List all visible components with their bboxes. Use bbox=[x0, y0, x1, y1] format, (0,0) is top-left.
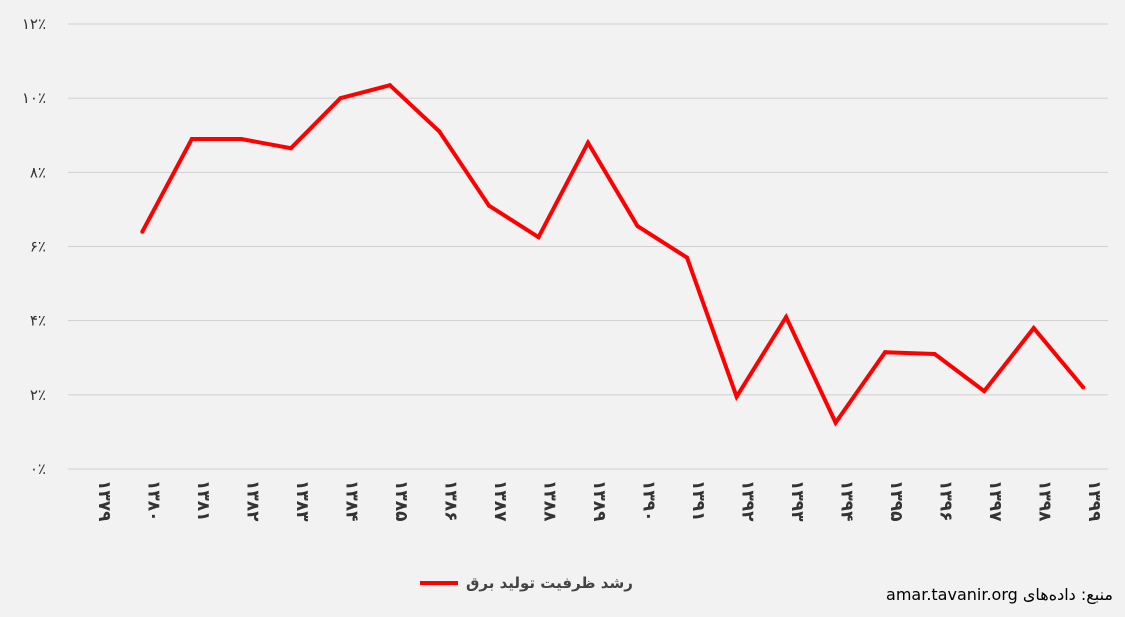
legend-swatch bbox=[420, 581, 458, 585]
x-tick-label: ۱۳۹۰ bbox=[639, 480, 659, 522]
data-point bbox=[487, 203, 491, 208]
x-tick-label: ۱۳۸۰ bbox=[143, 480, 163, 522]
y-tick-label: ۲٪ bbox=[30, 386, 46, 404]
x-tick-label: ۱۳۹۱ bbox=[688, 480, 708, 522]
data-point bbox=[833, 420, 838, 425]
data-point bbox=[1081, 385, 1086, 390]
y-axis-ticks: ۰٪ ۲٪ ۴٪ ۶٪ ۸٪ ۱۰٪ ۱۲٪ bbox=[22, 15, 46, 478]
x-tick-label: ۱۳۹۳ bbox=[787, 480, 807, 522]
x-tick-label: ۱۳۸۶ bbox=[440, 480, 460, 522]
data-point bbox=[140, 229, 145, 234]
data-point bbox=[586, 140, 590, 145]
x-tick-label: ۱۳۹۸ bbox=[1035, 480, 1055, 522]
y-tick-label: ۱۰٪ bbox=[22, 89, 46, 107]
x-tick-label: ۱۳۸۳ bbox=[292, 480, 312, 522]
x-tick-label: ۱۳۹۹ bbox=[1084, 480, 1104, 522]
x-tick-label: ۱۳۸۷ bbox=[490, 480, 510, 522]
data-point bbox=[685, 255, 689, 260]
x-tick-label: ۱۳۹۵ bbox=[886, 480, 906, 522]
x-tick-label: ۱۳۸۸ bbox=[539, 480, 559, 522]
data-point bbox=[288, 146, 293, 151]
x-tick-label: ۱۳۷۹ bbox=[94, 480, 114, 522]
x-tick-label: ۱۳۸۵ bbox=[391, 480, 411, 522]
series-group bbox=[140, 82, 1086, 427]
gridlines bbox=[68, 23, 1108, 470]
x-tick-label: ۱۳۸۴ bbox=[341, 480, 361, 522]
legend: رشد ظرفیت تولید برق bbox=[420, 574, 633, 592]
data-point bbox=[437, 129, 442, 134]
data-point bbox=[536, 235, 541, 240]
x-tick-label: ۱۳۹۶ bbox=[936, 480, 956, 522]
x-axis-ticks: ۱۳۷۹ ۱۳۸۰ ۱۳۸۱ ۱۳۸۲ ۱۳۸۳ ۱۳۸۴ ۱۳۸۵ ۱۳۸۶ ۱۳۸۷ ۱۳۸۸… bbox=[94, 480, 1104, 522]
x-tick-label: ۱۳۸۱ bbox=[193, 480, 213, 522]
y-tick-label: ۰٪ bbox=[30, 460, 46, 478]
data-point bbox=[883, 350, 888, 355]
data-point bbox=[635, 224, 640, 229]
data-point bbox=[982, 389, 987, 394]
legend-label: رشد ظرفیت تولید برق bbox=[466, 574, 633, 592]
y-tick-label: ۴٪ bbox=[30, 312, 46, 330]
data-point bbox=[239, 137, 244, 141]
y-tick-label: ۱۲٪ bbox=[22, 15, 46, 33]
data-point bbox=[338, 96, 343, 101]
x-tick-label: ۱۳۸۲ bbox=[242, 480, 262, 522]
data-point bbox=[932, 352, 937, 356]
data-point bbox=[784, 315, 789, 319]
series-line bbox=[140, 82, 1085, 427]
x-tick-label: ۱۳۹۲ bbox=[738, 480, 758, 522]
data-point bbox=[1031, 326, 1036, 331]
x-tick-label: ۱۳۹۴ bbox=[837, 480, 857, 522]
x-tick-label: ۱۳۹۷ bbox=[985, 480, 1005, 522]
source-note: منبع: داده‌های amar.tavanir.org bbox=[886, 585, 1113, 604]
x-tick-label: ۱۳۸۹ bbox=[589, 480, 609, 522]
data-point bbox=[387, 83, 392, 88]
data-point bbox=[734, 394, 739, 399]
data-point bbox=[189, 137, 194, 141]
y-tick-label: ۸٪ bbox=[30, 163, 46, 181]
y-tick-label: ۶٪ bbox=[30, 238, 46, 256]
